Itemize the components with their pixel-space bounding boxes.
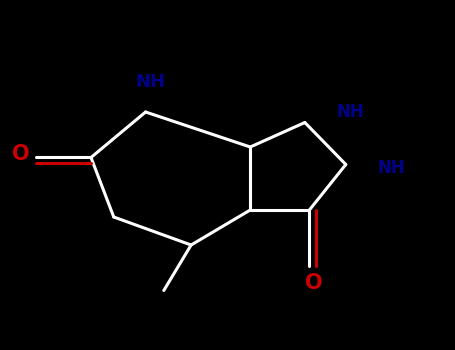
Text: NH: NH xyxy=(135,73,165,91)
Text: NH: NH xyxy=(337,103,364,121)
Text: NH: NH xyxy=(378,159,405,177)
Text: O: O xyxy=(12,144,30,164)
Text: O: O xyxy=(305,273,323,293)
